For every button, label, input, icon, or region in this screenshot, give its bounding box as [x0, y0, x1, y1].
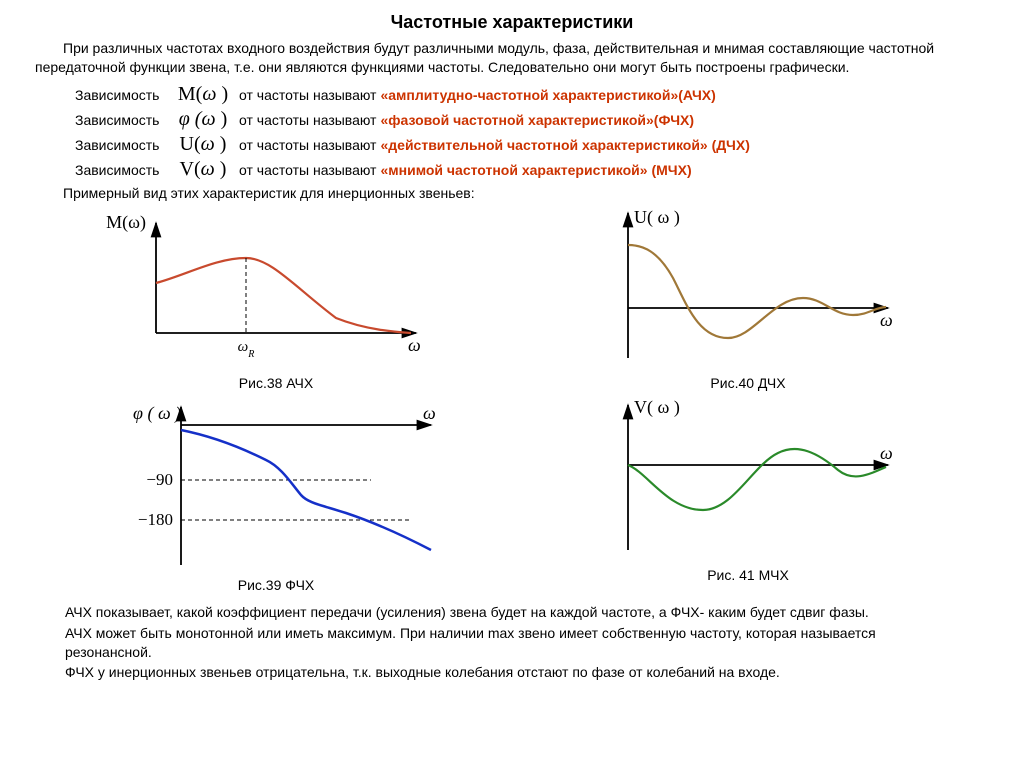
page-title: Частотные характеристики — [35, 12, 989, 33]
chart-dchx-svg: U( ω ) ω — [568, 203, 928, 373]
chart-fchx: φ ( ω ) ω −90 −180 Рис.39 ФЧХ — [55, 395, 497, 593]
dep-term: «фазовой частотной характеристикой»(ФЧХ) — [380, 112, 694, 128]
dep-mid: от частоты называют — [239, 162, 376, 178]
bottom-text: АЧХ показывает, какой коэффициент переда… — [65, 603, 959, 683]
svg-text:ωR: ωR — [238, 339, 255, 360]
chart-dchx: U( ω ) ω Рис.40 ДЧХ — [527, 203, 969, 391]
dep-row-fchx: Зависимость φ (ω ) от частоты называют «… — [75, 108, 989, 131]
dep-lead: Зависимость — [75, 162, 167, 178]
dep-term: «мнимой частотной характеристикой» (МЧХ) — [380, 162, 691, 178]
dep-symbol: U(ω ) — [171, 133, 235, 156]
svg-text:ω: ω — [408, 335, 421, 355]
dep-mid: от частоты называют — [239, 137, 376, 153]
chart-fchx-caption: Рис.39 ФЧХ — [55, 577, 497, 593]
svg-text:M(ω): M(ω) — [106, 212, 146, 233]
svg-text:ω: ω — [423, 403, 436, 423]
dependency-list: Зависимость M(ω ) от частоты называют «а… — [75, 83, 989, 181]
dep-lead: Зависимость — [75, 137, 167, 153]
svg-text:V( ω ): V( ω ) — [634, 397, 680, 418]
dep-symbol: M(ω ) — [171, 83, 235, 106]
chart-mchx: V( ω ) ω Рис. 41 МЧХ — [527, 395, 969, 593]
charts-grid: M(ω) ω ωR Рис.38 АЧХ U( ω ) ω Рис.40 ДЧХ φ … — [55, 203, 969, 593]
intro-paragraph: При различных частотах входного воздейст… — [35, 39, 989, 77]
dep-symbol: φ (ω ) — [171, 108, 235, 131]
svg-text:−180: −180 — [138, 510, 173, 529]
bottom-p1: АЧХ показывает, какой коэффициент переда… — [65, 603, 959, 622]
chart-dchx-caption: Рис.40 ДЧХ — [527, 375, 969, 391]
chart-mchx-svg: V( ω ) ω — [568, 395, 928, 565]
bottom-p2: АЧХ может быть монотонной или иметь макс… — [65, 624, 959, 662]
dep-mid: от частоты называют — [239, 112, 376, 128]
dep-symbol: V(ω ) — [171, 158, 235, 181]
dep-row-mchx: Зависимость V(ω ) от частоты называют «м… — [75, 158, 989, 181]
dep-term: «действительной частотной характеристико… — [380, 137, 749, 153]
svg-text:−90: −90 — [146, 470, 173, 489]
dep-mid: от частоты называют — [239, 87, 376, 103]
dep-lead: Зависимость — [75, 112, 167, 128]
chart-fchx-svg: φ ( ω ) ω −90 −180 — [86, 395, 466, 575]
subhead: Примерный вид этих характеристик для ине… — [63, 185, 989, 201]
dep-row-dchx: Зависимость U(ω ) от частоты называют «д… — [75, 133, 989, 156]
dep-lead: Зависимость — [75, 87, 167, 103]
chart-mchx-caption: Рис. 41 МЧХ — [527, 567, 969, 583]
svg-text:φ ( ω ): φ ( ω ) — [133, 403, 181, 424]
bottom-p3: ФЧХ у инерционных звеньев отрицательна, … — [65, 663, 959, 682]
svg-text:U( ω ): U( ω ) — [634, 207, 680, 228]
chart-achx-caption: Рис.38 АЧХ — [55, 375, 497, 391]
dep-term: «амплитудно-частотной характеристикой»(А… — [380, 87, 715, 103]
svg-text:ω: ω — [880, 310, 893, 330]
svg-text:ω: ω — [880, 443, 893, 463]
chart-achx: M(ω) ω ωR Рис.38 АЧХ — [55, 203, 497, 391]
dep-row-achx: Зависимость M(ω ) от частоты называют «а… — [75, 83, 989, 106]
chart-achx-svg: M(ω) ω ωR — [96, 203, 456, 373]
